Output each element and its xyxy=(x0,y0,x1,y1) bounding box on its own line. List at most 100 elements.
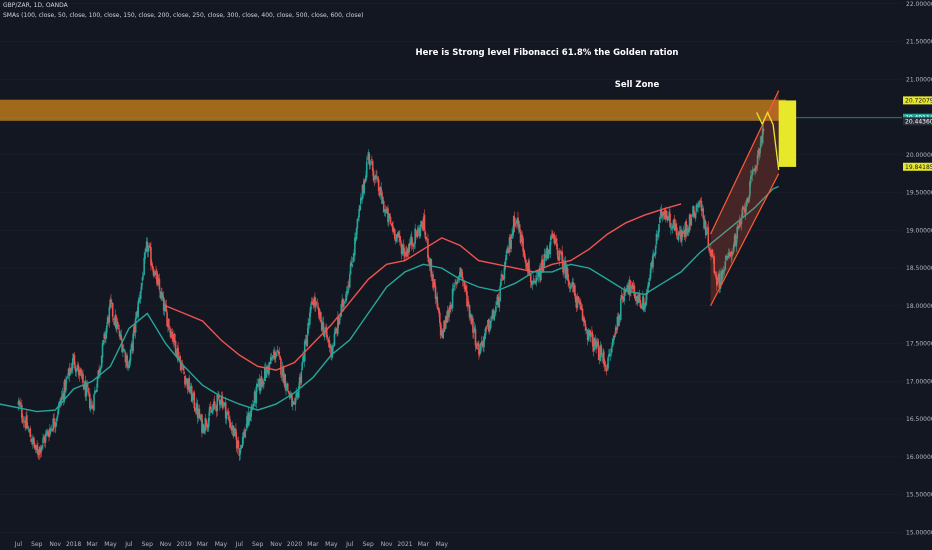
candle-body xyxy=(411,244,414,245)
candle-body xyxy=(235,428,237,438)
candle-body xyxy=(238,449,241,456)
x-tick-label: Nov xyxy=(381,541,393,548)
candle-body xyxy=(512,216,515,233)
candle-body xyxy=(495,305,497,312)
candle-body xyxy=(112,318,115,320)
candle-body xyxy=(309,306,312,314)
candle-body xyxy=(668,211,671,220)
candle-body xyxy=(49,427,52,429)
symbol-title[interactable]: GBP/ZAR, 1D, OANDA xyxy=(3,2,68,9)
candle-body xyxy=(377,179,380,192)
candle-body xyxy=(618,315,620,326)
y-tick-label: 19.50000 xyxy=(906,190,932,197)
candle-body xyxy=(252,405,254,407)
candle-body xyxy=(63,381,66,402)
candle-body xyxy=(404,256,406,258)
candle-body xyxy=(71,367,73,371)
x-tick-label: May xyxy=(325,541,338,548)
candle-body xyxy=(413,244,416,247)
candle-body xyxy=(111,302,114,317)
candle-body xyxy=(227,411,230,416)
candle-body xyxy=(275,354,277,358)
candle-body xyxy=(391,223,394,228)
candle-body xyxy=(154,271,156,276)
candle-body xyxy=(439,312,441,323)
candle-body xyxy=(541,259,544,273)
candle-body xyxy=(707,227,710,247)
candle-body xyxy=(30,438,32,443)
candle-body xyxy=(128,364,130,368)
candle-body xyxy=(167,318,170,328)
candle-body xyxy=(662,211,665,216)
candle-body xyxy=(262,380,264,385)
y-tick-label: 17.50000 xyxy=(906,341,932,348)
candle-body xyxy=(540,269,542,281)
candle-body xyxy=(29,428,32,438)
candle-body xyxy=(699,200,702,203)
zones-layer xyxy=(0,99,787,121)
candle-body xyxy=(504,261,507,270)
candle-body xyxy=(26,426,29,429)
candle-body xyxy=(389,216,392,224)
candle-body xyxy=(710,249,712,256)
candle-body xyxy=(526,266,529,272)
candle-body xyxy=(414,228,416,244)
candle-body xyxy=(412,244,415,248)
candle-body xyxy=(585,329,588,331)
candle-body xyxy=(114,315,117,326)
candle-body xyxy=(632,285,635,289)
candle-body xyxy=(628,279,631,296)
candle-body xyxy=(708,247,710,251)
candle-body xyxy=(65,380,67,391)
candle-body xyxy=(93,394,95,411)
candle-body xyxy=(478,344,480,355)
candle-body xyxy=(467,301,470,304)
candle-body xyxy=(449,306,451,312)
candle-body xyxy=(338,318,341,325)
candle-body xyxy=(325,327,327,331)
candle-body xyxy=(27,429,30,431)
candle-body xyxy=(392,226,394,233)
candle-body xyxy=(750,175,753,176)
candle-body xyxy=(645,293,648,305)
candle-body xyxy=(68,367,71,377)
candle-body xyxy=(18,400,21,404)
candle-body xyxy=(118,330,121,337)
candle-body xyxy=(681,230,683,241)
candle-body xyxy=(580,305,582,310)
candle-body xyxy=(86,384,89,387)
candle-body xyxy=(445,316,448,323)
candle-body xyxy=(446,310,449,323)
candle-body xyxy=(239,448,241,455)
candle-body xyxy=(194,407,196,411)
candle-body xyxy=(265,366,268,378)
candle-body xyxy=(571,281,574,285)
candle-body xyxy=(453,285,456,288)
candle-body xyxy=(455,281,457,283)
candle-body xyxy=(207,425,209,429)
candle-body xyxy=(489,320,492,328)
candle-body xyxy=(611,342,614,347)
candle-body xyxy=(280,375,283,377)
candle-body xyxy=(192,392,195,396)
candle-body xyxy=(464,286,467,288)
candle-body xyxy=(738,220,741,227)
candle-body xyxy=(28,430,31,431)
candle-body xyxy=(521,234,524,239)
candle-body xyxy=(199,417,202,419)
candle-body xyxy=(19,402,21,406)
candle-body xyxy=(539,267,541,281)
candle-body xyxy=(90,403,93,405)
candle-body xyxy=(556,243,558,250)
candle-body xyxy=(155,270,157,272)
candle-body xyxy=(354,237,356,256)
price-axis[interactable]: 22.0000021.5000021.0000020.5000020.00000… xyxy=(903,1,932,537)
candle-body xyxy=(725,255,727,260)
indicator-legend[interactable]: SMAs (100, close, 50, close, 100, close,… xyxy=(3,12,364,19)
candle-body xyxy=(149,245,151,248)
candle-body xyxy=(436,296,439,308)
candle-body xyxy=(101,343,104,358)
time-axis[interactable]: Jul Sep Nov 2018 Mar May Jul Sep Nov 2019 Mar May Ju… xyxy=(14,541,449,548)
y-tick-label: 20.00000 xyxy=(906,152,932,159)
